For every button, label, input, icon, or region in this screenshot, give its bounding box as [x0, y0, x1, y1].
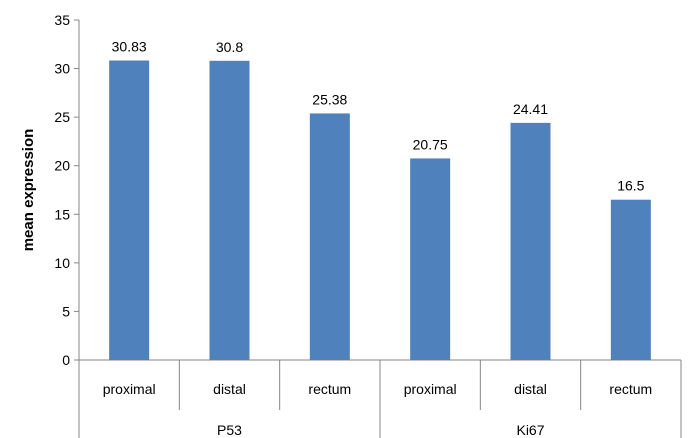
- bar: [309, 113, 350, 360]
- y-tick-label: 25: [54, 109, 70, 125]
- bar: [410, 158, 451, 360]
- x-category-label: proximal: [103, 381, 156, 397]
- x-category-label: rectum: [609, 381, 652, 397]
- x-category-label: rectum: [308, 381, 351, 397]
- x-category-label: distal: [213, 381, 246, 397]
- x-category-labels: proximal distal rectum proximal distal rectum…: [103, 381, 653, 438]
- bar: [109, 60, 150, 360]
- y-tick-label: 35: [54, 12, 70, 28]
- bars: [109, 60, 651, 361]
- y-axis-title: mean expression: [20, 129, 37, 252]
- data-label: 24.41: [513, 101, 548, 117]
- data-label: 25.38: [312, 91, 347, 107]
- data-label: 20.75: [413, 136, 448, 152]
- y-tick-label: 5: [62, 303, 70, 319]
- x-group-label: P53: [217, 422, 242, 438]
- y-tick-label: 20: [54, 158, 70, 174]
- x-category-label: distal: [514, 381, 547, 397]
- y-tick-label: 15: [54, 206, 70, 222]
- data-label: 30.8: [216, 39, 243, 55]
- bar: [209, 60, 250, 361]
- data-labels: 30.83 30.8 25.38 20.75 24.41 16.5: [112, 39, 645, 194]
- y-tick-label: 30: [54, 61, 70, 77]
- data-label: 16.5: [617, 178, 644, 194]
- y-tick-label: 0: [62, 352, 70, 368]
- bar: [610, 199, 651, 360]
- y-tick-label: 10: [54, 255, 70, 271]
- x-category-label: proximal: [404, 381, 457, 397]
- bar: [510, 122, 551, 360]
- data-label: 30.83: [112, 39, 147, 55]
- axes: 0 5 10 15 20 25 30 35: [54, 12, 682, 438]
- x-group-label: Ki67: [516, 422, 544, 438]
